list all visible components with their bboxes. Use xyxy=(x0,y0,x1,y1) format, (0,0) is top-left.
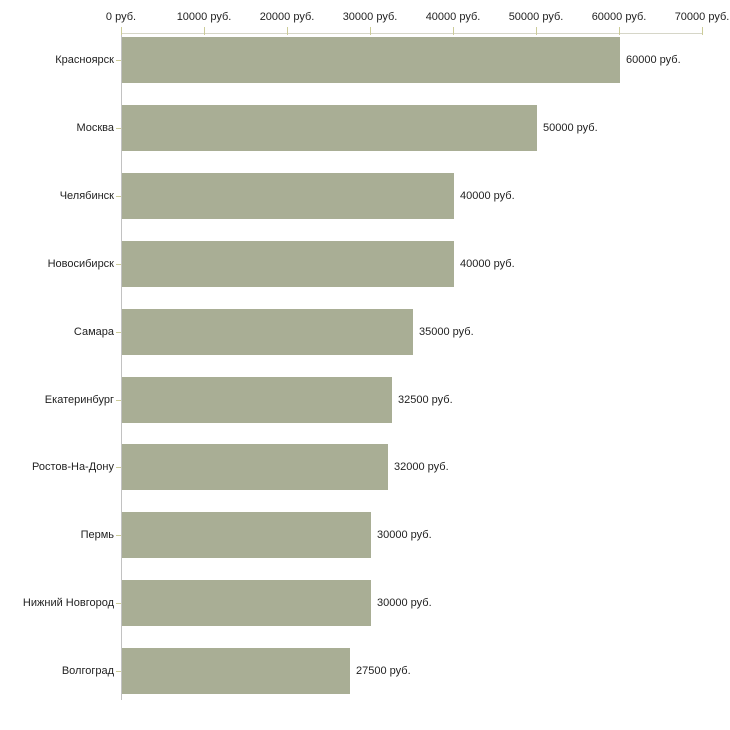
x-axis-tick-label: 50000 руб. xyxy=(508,11,564,23)
x-axis-tick-mark xyxy=(287,27,288,35)
x-axis-tick-mark xyxy=(619,27,620,35)
x-axis-tick-mark xyxy=(536,27,537,35)
value-label: 32000 руб. xyxy=(394,461,449,473)
value-label: 50000 руб. xyxy=(543,122,598,134)
category-label: Нижний Новгород xyxy=(22,597,114,609)
x-axis-tick-mark xyxy=(121,27,122,35)
bar xyxy=(122,309,413,355)
bar xyxy=(122,648,350,694)
value-label: 40000 руб. xyxy=(460,190,515,202)
y-axis-tick-mark xyxy=(116,196,121,197)
value-label: 35000 руб. xyxy=(419,326,474,338)
bar xyxy=(122,173,454,219)
value-label: 27500 руб. xyxy=(356,665,411,677)
x-axis-tick-label: 70000 руб. xyxy=(674,11,730,23)
y-axis-tick-mark xyxy=(116,264,121,265)
x-axis-tick-label: 30000 руб. xyxy=(342,11,398,23)
category-label: Красноярск xyxy=(55,54,114,66)
category-label: Ростов-На-Дону xyxy=(31,461,114,473)
value-label: 60000 руб. xyxy=(626,54,681,66)
y-axis-tick-mark xyxy=(116,467,121,468)
category-label: Пермь xyxy=(80,529,114,541)
category-label: Челябинск xyxy=(59,190,114,202)
category-label: Волгоград xyxy=(61,665,114,677)
category-label: Екатеринбург xyxy=(44,394,114,406)
x-axis-tick-mark xyxy=(702,27,703,35)
y-axis-tick-mark xyxy=(116,535,121,536)
bar xyxy=(122,241,454,287)
x-axis-tick-label: 10000 руб. xyxy=(176,11,232,23)
x-axis-tick-mark xyxy=(453,27,454,35)
y-axis-tick-mark xyxy=(116,603,121,604)
y-axis-tick-mark xyxy=(116,400,121,401)
x-axis-line xyxy=(121,33,703,34)
bar xyxy=(122,444,388,490)
category-label: Самара xyxy=(73,326,114,338)
x-axis-tick-label: 60000 руб. xyxy=(591,11,647,23)
y-axis-line xyxy=(121,33,122,700)
x-axis-tick-mark xyxy=(370,27,371,35)
value-label: 40000 руб. xyxy=(460,258,515,270)
y-axis-tick-mark xyxy=(116,671,121,672)
x-axis-tick-mark xyxy=(204,27,205,35)
x-axis-tick-label: 0 руб. xyxy=(105,11,137,23)
value-label: 30000 руб. xyxy=(377,529,432,541)
bar xyxy=(122,37,620,83)
y-axis-tick-mark xyxy=(116,60,121,61)
y-axis-tick-mark xyxy=(116,332,121,333)
value-label: 30000 руб. xyxy=(377,597,432,609)
category-label: Москва xyxy=(76,122,114,134)
bar xyxy=(122,512,371,558)
bar xyxy=(122,105,537,151)
bar xyxy=(122,377,392,423)
category-label: Новосибирск xyxy=(47,258,114,270)
y-axis-tick-mark xyxy=(116,128,121,129)
x-axis-tick-label: 20000 руб. xyxy=(259,11,315,23)
value-label: 32500 руб. xyxy=(398,394,453,406)
x-axis-tick-label: 40000 руб. xyxy=(425,11,481,23)
bar xyxy=(122,580,371,626)
